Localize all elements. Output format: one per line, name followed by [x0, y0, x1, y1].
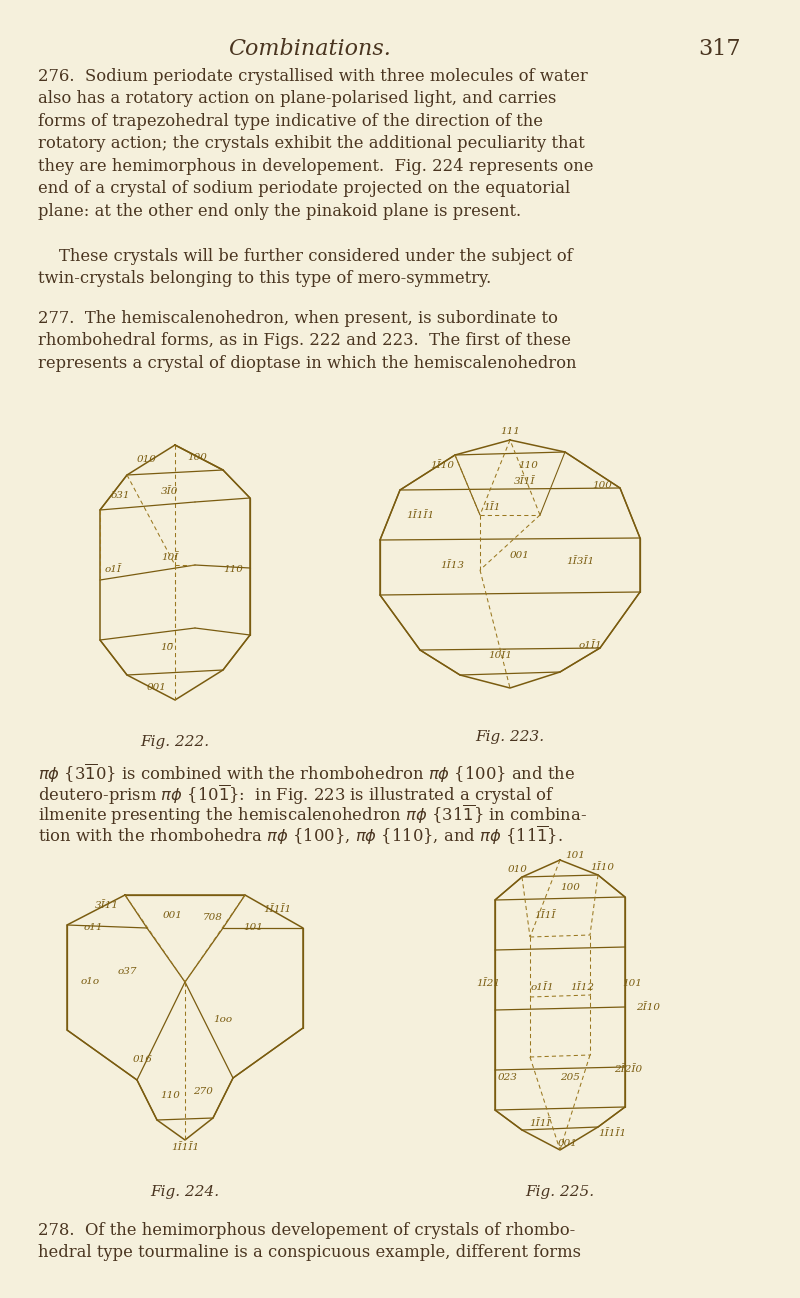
Text: Fig. 225.: Fig. 225.	[526, 1185, 594, 1199]
Text: 1Ī12: 1Ī12	[570, 983, 594, 992]
Text: 10Ī: 10Ī	[162, 553, 178, 562]
Text: 101: 101	[243, 923, 263, 932]
Text: 101: 101	[622, 979, 642, 988]
Text: 277.  The hemiscalenohedron, when present, is subordinate to
rhombohedral forms,: 277. The hemiscalenohedron, when present…	[38, 310, 577, 373]
Text: ō31: ō31	[110, 491, 130, 500]
Text: 1Ī21: 1Ī21	[476, 979, 500, 988]
Text: 1Ī3Ī1: 1Ī3Ī1	[566, 558, 594, 566]
Text: 10̄̅: 10̄̅	[160, 644, 174, 653]
Text: 205: 205	[560, 1072, 580, 1081]
Text: Combinations.: Combinations.	[229, 38, 391, 60]
Text: 001: 001	[147, 684, 167, 693]
Text: 001: 001	[163, 910, 183, 919]
Text: 016: 016	[133, 1055, 153, 1064]
Text: 2Ī2Ī0: 2Ī2Ī0	[614, 1066, 642, 1075]
Text: 317: 317	[698, 38, 742, 60]
Text: deutero-prism $\pi\phi$ {10$\overline{1}$}:  in Fig. 223 is illustrated a crysta: deutero-prism $\pi\phi$ {10$\overline{1}…	[38, 783, 554, 806]
Text: o1Ī: o1Ī	[105, 566, 122, 575]
Text: 110: 110	[160, 1090, 180, 1099]
Text: 010: 010	[508, 866, 528, 875]
Text: 1oo: 1oo	[214, 1015, 233, 1024]
Text: $\pi\phi$ {3$\overline{1}$0} is combined with the rhombohedron $\pi\phi$ {100} a: $\pi\phi$ {3$\overline{1}$0} is combined…	[38, 762, 575, 785]
Text: 1Ī1Ī1: 1Ī1Ī1	[263, 906, 291, 915]
Text: 278.  Of the hemimorphous developement of crystals of rhombo-
hedral type tourma: 278. Of the hemimorphous developement of…	[38, 1221, 581, 1262]
Text: o1Ī1: o1Ī1	[578, 640, 602, 649]
Text: 001: 001	[510, 550, 530, 559]
Text: 001: 001	[558, 1138, 578, 1147]
Text: Fig. 223.: Fig. 223.	[475, 729, 545, 744]
Text: 1Ī1Ī: 1Ī1Ī	[534, 910, 556, 919]
Text: tion with the rhombohedra $\pi\phi$ {100}, $\pi\phi$ {110}, and $\pi\phi$ {11$\o: tion with the rhombohedra $\pi\phi$ {100…	[38, 823, 563, 846]
Text: 1Ī1Ī1: 1Ī1Ī1	[171, 1144, 199, 1153]
Text: These crystals will be further considered under the subject of
twin-crystals bel: These crystals will be further considere…	[38, 248, 573, 287]
Text: 101: 101	[565, 850, 585, 859]
Text: 10Ī1: 10Ī1	[488, 650, 512, 659]
Text: Fig. 224.: Fig. 224.	[150, 1185, 219, 1199]
Text: 110: 110	[518, 462, 538, 470]
Text: o1o: o1o	[81, 977, 99, 986]
Text: 1Ī1Ī1: 1Ī1Ī1	[598, 1128, 626, 1137]
Text: 1Ī1Ī: 1Ī1Ī	[530, 1119, 550, 1128]
Text: 111: 111	[500, 427, 520, 436]
Text: 1Ī1Ī1: 1Ī1Ī1	[406, 510, 434, 519]
Text: 100: 100	[592, 480, 612, 489]
Text: o11: o11	[83, 923, 102, 932]
Text: o37: o37	[118, 967, 137, 976]
Text: 3Ī0: 3Ī0	[162, 488, 178, 497]
Text: 023: 023	[498, 1072, 518, 1081]
Text: 270: 270	[193, 1088, 213, 1097]
Text: 708: 708	[203, 914, 223, 923]
Text: 1Ī10: 1Ī10	[430, 462, 454, 470]
Text: 100: 100	[187, 453, 207, 462]
Text: Fig. 222.: Fig. 222.	[141, 735, 210, 749]
Text: 1Ī1: 1Ī1	[483, 504, 501, 513]
Text: 2Ī10: 2Ī10	[636, 1002, 660, 1011]
Text: 276.  Sodium periodate crystallised with three molecules of water
also has a rot: 276. Sodium periodate crystallised with …	[38, 67, 594, 219]
Text: 010: 010	[137, 456, 157, 465]
Text: 100: 100	[560, 883, 580, 892]
Text: 3Ī11: 3Ī11	[95, 901, 119, 910]
Text: o1Ī1: o1Ī1	[530, 983, 554, 992]
Text: 3Ī1Ī: 3Ī1Ī	[514, 478, 536, 487]
Text: 1Ī13: 1Ī13	[440, 561, 464, 570]
Text: ilmenite presenting the hemiscalenohedron $\pi\phi$ {31$\overline{1}$} in combin: ilmenite presenting the hemiscalenohedro…	[38, 803, 587, 827]
Text: 110: 110	[223, 566, 243, 575]
Text: 1Ī10: 1Ī10	[590, 862, 614, 871]
